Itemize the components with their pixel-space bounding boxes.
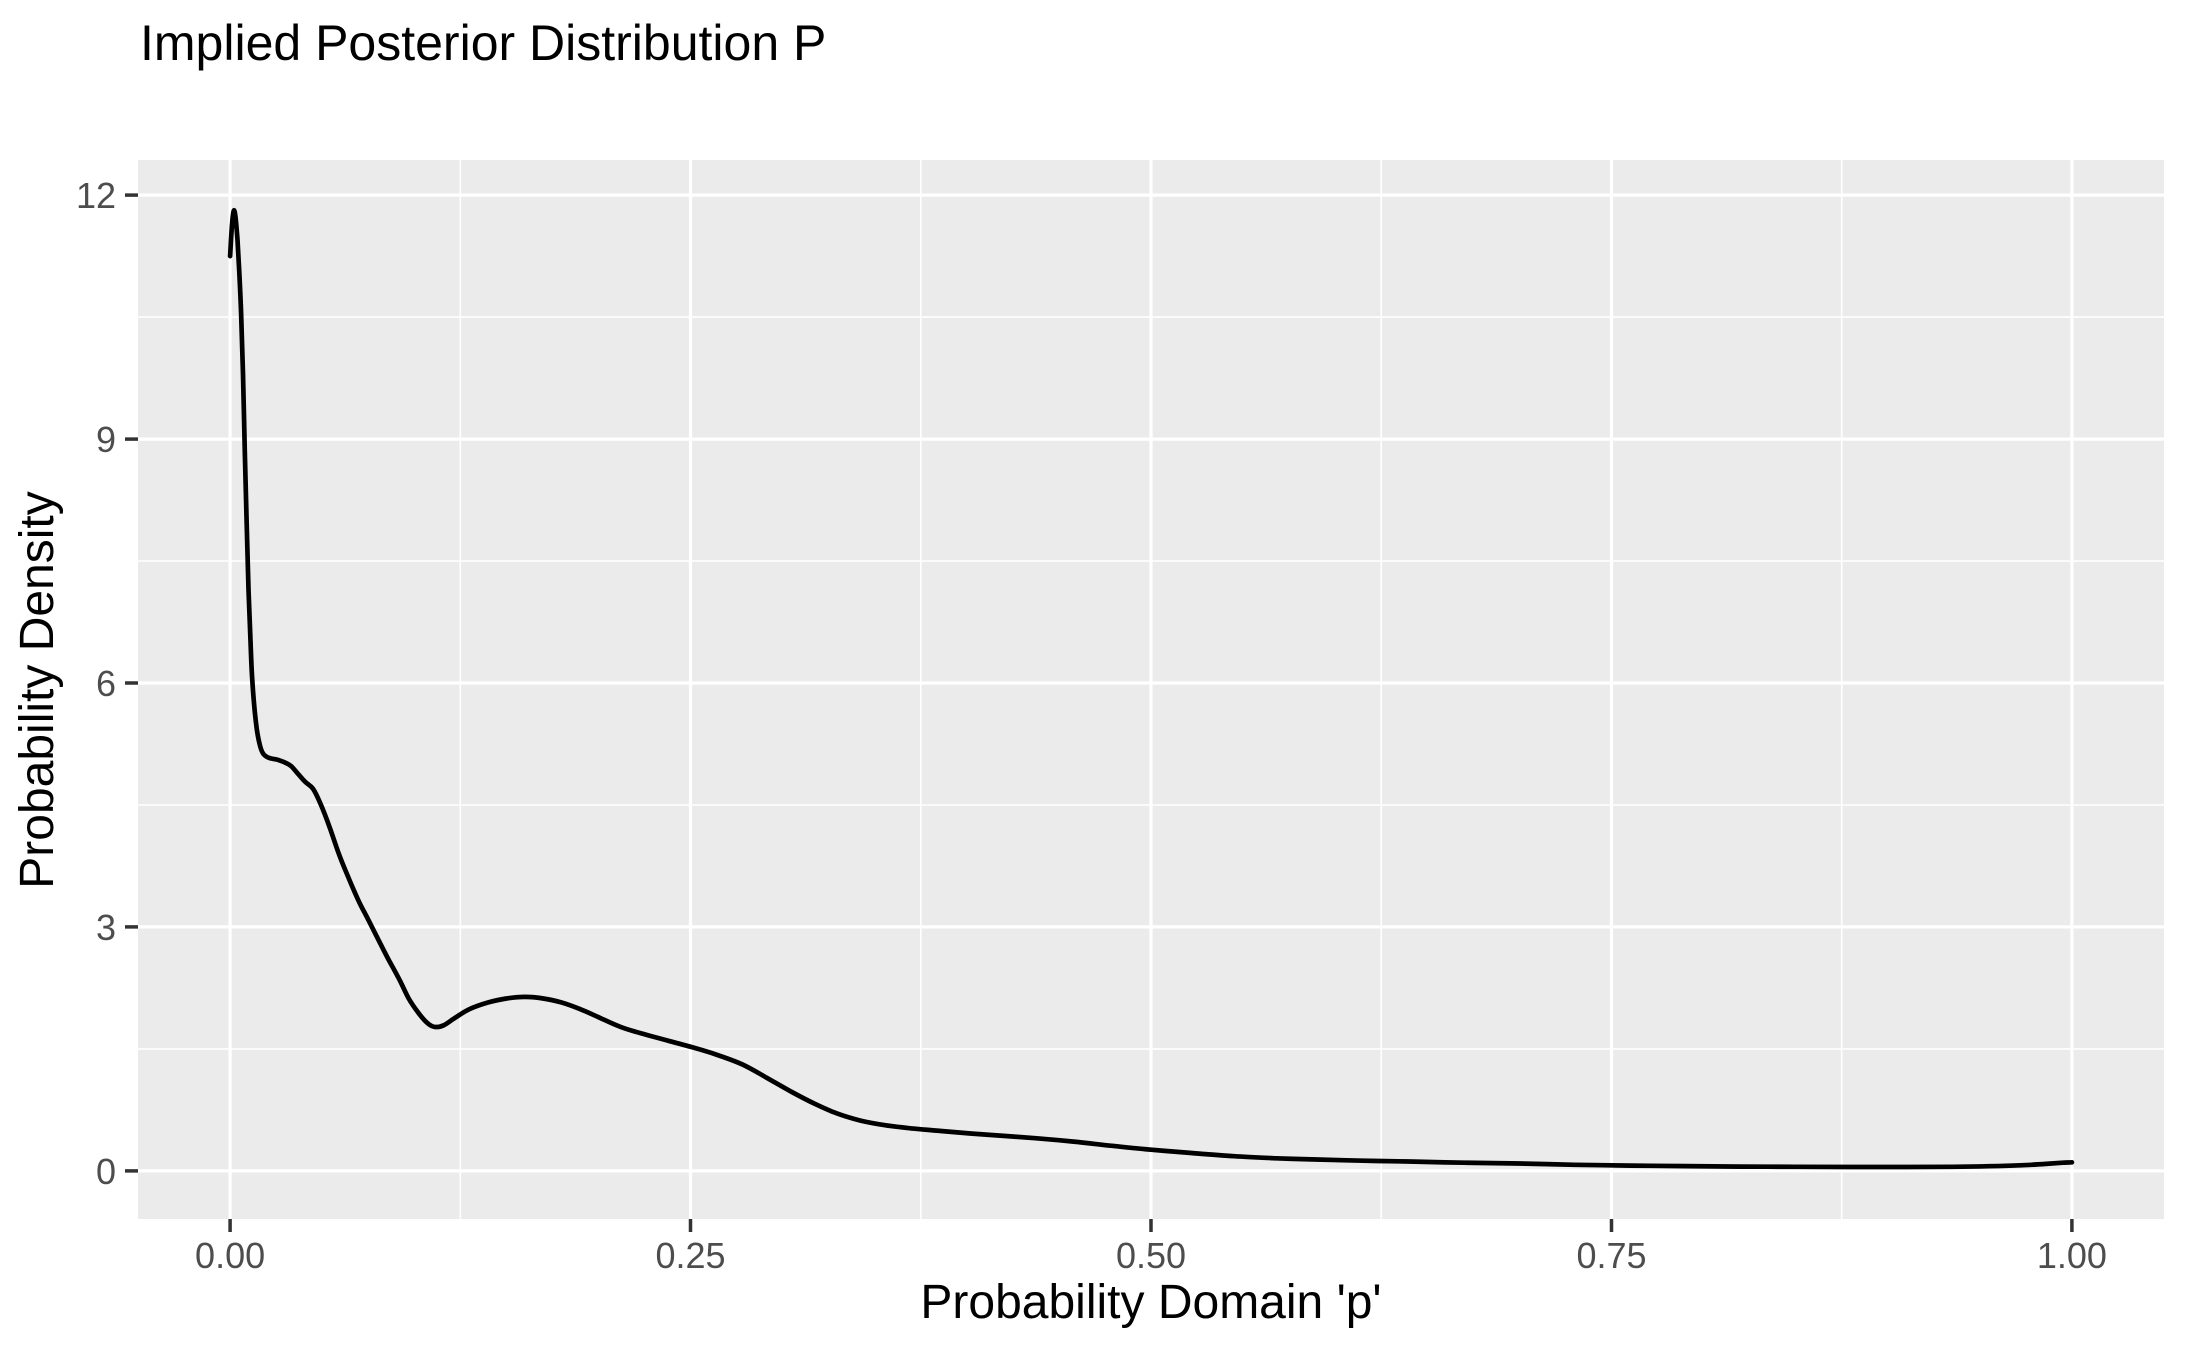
x-tick-label: 0.75 — [1576, 1235, 1646, 1276]
plot-title: Implied Posterior Distribution P — [140, 15, 826, 71]
density-curve — [227, 207, 2075, 1170]
gridlines — [138, 160, 2164, 1219]
y-tick-label: 9 — [96, 419, 116, 460]
x-axis-title: Probability Domain 'p' — [920, 1276, 1381, 1329]
x-tick-label: 0.50 — [1116, 1235, 1186, 1276]
y-tick-label: 3 — [96, 907, 116, 948]
density-curve-layer — [227, 207, 2075, 1170]
y-tick-label: 6 — [96, 663, 116, 704]
x-tick-label: 1.00 — [2037, 1235, 2107, 1276]
axis-ticks — [125, 193, 2074, 1232]
axis-tick-labels: 0.00 0.25 0.50 0.75 1.00 0 3 6 9 12 — [76, 175, 2107, 1276]
x-tick-label: 0.25 — [655, 1235, 725, 1276]
y-tick-label: 0 — [96, 1151, 116, 1192]
y-axis-title: Probability Density — [11, 491, 64, 889]
x-tick-label: 0.00 — [195, 1235, 265, 1276]
y-tick-label: 12 — [76, 175, 116, 216]
